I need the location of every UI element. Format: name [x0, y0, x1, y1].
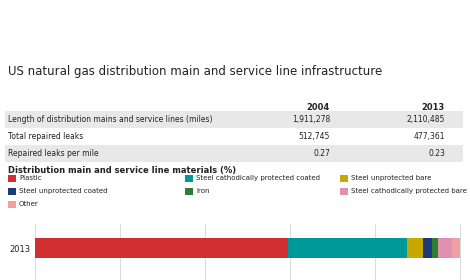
- Bar: [340, 175, 348, 182]
- Text: US natural gas distribution main and service line infrastructure: US natural gas distribution main and ser…: [8, 65, 382, 78]
- Text: Steel unprotected coated: Steel unprotected coated: [19, 188, 108, 194]
- Bar: [5, 145, 463, 162]
- Text: Energy: Energy: [55, 18, 118, 37]
- Text: Length of distribution mains and service lines (miles): Length of distribution mains and service…: [8, 115, 212, 124]
- Text: Steel cathodically protected coated: Steel cathodically protected coated: [196, 175, 320, 181]
- Bar: [407, 238, 423, 258]
- Bar: [5, 128, 463, 145]
- Bar: [5, 111, 463, 128]
- Bar: [431, 238, 438, 258]
- Text: 2,110,485: 2,110,485: [407, 115, 445, 124]
- Text: Repaired leaks per mile: Repaired leaks per mile: [8, 149, 99, 158]
- Bar: [438, 238, 452, 258]
- Bar: [8, 201, 16, 208]
- Text: 1,911,278: 1,911,278: [292, 115, 330, 124]
- Text: SNL: SNL: [24, 18, 64, 37]
- Text: 512,745: 512,745: [298, 132, 330, 141]
- Text: Steel cathodically protected bare: Steel cathodically protected bare: [351, 188, 467, 194]
- Text: 477,361: 477,361: [414, 132, 445, 141]
- Text: 2013: 2013: [422, 103, 445, 112]
- Bar: [8, 175, 16, 182]
- Text: Plastic: Plastic: [19, 175, 42, 181]
- Text: Distribution main and service line materials (%): Distribution main and service line mater…: [8, 166, 236, 175]
- Bar: [340, 188, 348, 195]
- Text: 0.23: 0.23: [428, 149, 445, 158]
- Bar: [452, 238, 460, 258]
- Bar: [423, 238, 431, 258]
- Text: Iron: Iron: [196, 188, 210, 194]
- Text: Total repaired leaks: Total repaired leaks: [8, 132, 83, 141]
- Bar: [35, 238, 288, 258]
- Text: Steel unprotected bare: Steel unprotected bare: [351, 175, 431, 181]
- Text: 0.27: 0.27: [313, 149, 330, 158]
- Text: 2004: 2004: [307, 103, 330, 112]
- Bar: [288, 238, 407, 258]
- Bar: [185, 175, 193, 182]
- Bar: [185, 188, 193, 195]
- Bar: [8, 188, 16, 195]
- Text: Other: Other: [19, 201, 39, 207]
